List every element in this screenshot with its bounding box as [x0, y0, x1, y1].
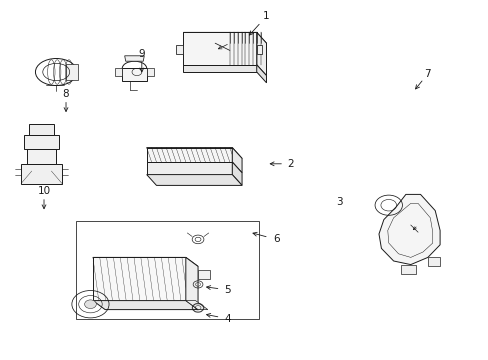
Polygon shape: [146, 175, 242, 185]
Bar: [27, 149, 56, 164]
Text: 5: 5: [224, 285, 230, 295]
Text: 9: 9: [138, 49, 145, 59]
Polygon shape: [146, 68, 154, 76]
Polygon shape: [93, 257, 185, 301]
Polygon shape: [256, 65, 266, 83]
Text: 4: 4: [224, 314, 230, 324]
Polygon shape: [232, 148, 242, 173]
Polygon shape: [378, 194, 439, 265]
Polygon shape: [124, 56, 144, 61]
Polygon shape: [146, 162, 232, 175]
Polygon shape: [256, 32, 266, 76]
Bar: [24, 135, 59, 149]
Text: 8: 8: [62, 89, 69, 99]
Bar: [76, 221, 259, 319]
Polygon shape: [256, 45, 261, 54]
Polygon shape: [400, 265, 415, 274]
Bar: [29, 124, 54, 135]
Text: 2: 2: [287, 159, 294, 169]
Polygon shape: [146, 148, 242, 158]
Polygon shape: [427, 257, 439, 266]
Polygon shape: [115, 68, 122, 76]
Circle shape: [84, 300, 96, 309]
Polygon shape: [66, 64, 78, 80]
Polygon shape: [183, 65, 256, 72]
Text: 3: 3: [336, 197, 343, 207]
Polygon shape: [232, 162, 242, 185]
Polygon shape: [146, 148, 232, 162]
Polygon shape: [185, 301, 207, 310]
Text: 1: 1: [263, 11, 269, 21]
Text: 7: 7: [424, 69, 430, 79]
Polygon shape: [93, 301, 198, 310]
Bar: [21, 164, 62, 184]
Polygon shape: [185, 257, 198, 310]
Polygon shape: [183, 32, 256, 65]
Text: 10: 10: [38, 186, 50, 196]
Polygon shape: [198, 270, 210, 279]
Bar: [122, 68, 146, 81]
Text: 6: 6: [272, 234, 279, 244]
Polygon shape: [93, 257, 198, 266]
Polygon shape: [176, 45, 183, 54]
Polygon shape: [183, 32, 266, 43]
